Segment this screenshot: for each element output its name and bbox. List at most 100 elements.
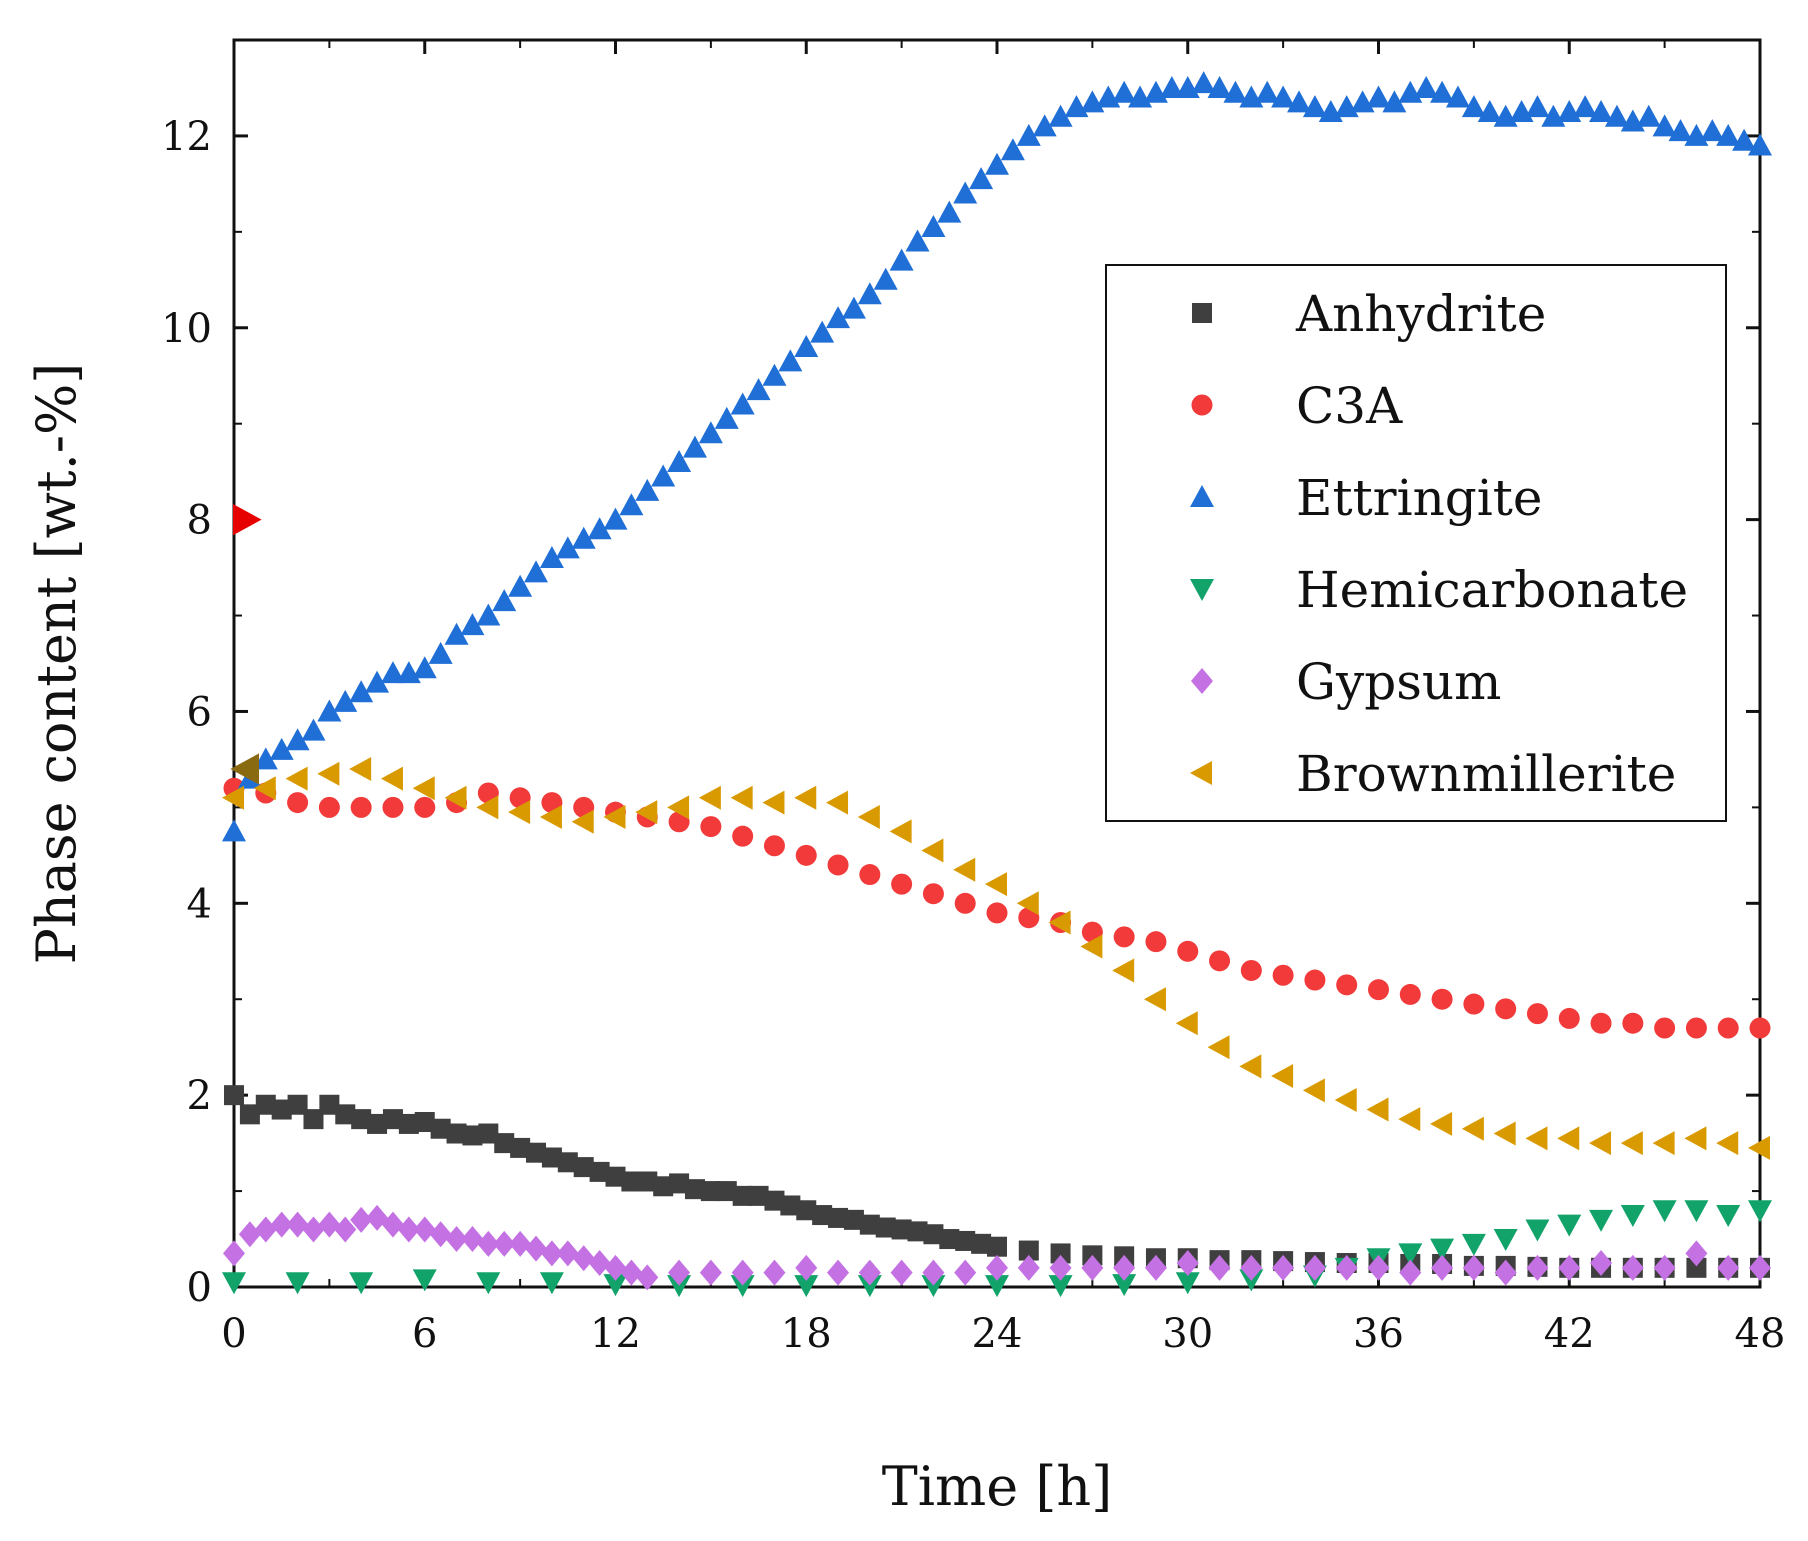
data-point (921, 838, 944, 863)
data-point (539, 804, 562, 829)
data-point (573, 1157, 594, 1178)
data-point (635, 800, 658, 825)
data-point (1175, 1272, 1200, 1295)
data-point (412, 776, 435, 801)
data-point (1017, 1254, 1040, 1281)
data-point (969, 167, 994, 190)
data-point (1684, 1126, 1707, 1151)
data-point (430, 1118, 451, 1139)
data-point (303, 1109, 324, 1130)
data-point (1716, 1131, 1739, 1156)
data-point (698, 421, 723, 444)
data-point (667, 795, 690, 820)
data-point (223, 1240, 245, 1267)
data-point (891, 873, 913, 895)
data-point (668, 1259, 691, 1286)
data-point (1431, 1254, 1454, 1281)
data-point (1176, 1250, 1199, 1277)
data-point (429, 1221, 452, 1248)
data-point (827, 1259, 850, 1286)
data-point (1462, 1254, 1485, 1281)
data-point (730, 785, 753, 810)
data-point (255, 1094, 276, 1115)
data-point (1271, 85, 1296, 108)
data-point (1032, 114, 1057, 137)
data-point (318, 1211, 341, 1238)
data-point (1620, 1205, 1645, 1228)
data-point (492, 589, 517, 612)
data-point (1430, 80, 1455, 103)
data-point (1477, 99, 1502, 122)
data-point (540, 1240, 563, 1267)
data-point (953, 181, 978, 204)
data-point (444, 622, 469, 645)
data-point (1287, 90, 1312, 113)
data-point (1558, 1007, 1580, 1029)
data-point (985, 1275, 1009, 1298)
data-point (1207, 1035, 1230, 1060)
data-point (398, 1113, 419, 1134)
legend: Anhydrite C3A Ettringite Hemicarbonate Gypsu… (1105, 264, 1727, 822)
y-tick-label: 6 (187, 689, 212, 735)
data-point (462, 1125, 483, 1146)
annotation-marker (233, 504, 262, 536)
data-point (1302, 1078, 1325, 1103)
data-point (382, 1109, 403, 1130)
data-point (539, 1272, 564, 1295)
data-point (1113, 1254, 1136, 1281)
data-point (826, 790, 849, 815)
data-point (732, 825, 754, 847)
data-point (1463, 993, 1485, 1015)
data-point (1255, 80, 1280, 103)
data-point (571, 526, 596, 549)
data-point (1177, 940, 1199, 962)
data-point (1144, 1254, 1167, 1281)
data-point (318, 796, 340, 818)
data-point (285, 728, 310, 751)
data-point (254, 1216, 277, 1243)
data-point (317, 699, 342, 722)
data-point (1336, 974, 1358, 996)
legend-label: Ettringite (1296, 469, 1542, 527)
data-point (494, 1133, 515, 1154)
data-point (269, 737, 294, 760)
data-point (334, 1216, 357, 1243)
data-point (1686, 1257, 1707, 1278)
data-point (954, 1259, 977, 1286)
data-point (286, 1211, 309, 1238)
data-point (1668, 119, 1693, 142)
data-point (239, 1104, 260, 1125)
data-point (1000, 138, 1025, 161)
legend-item: Anhydrite (1192, 285, 1546, 343)
data-point (444, 785, 467, 810)
data-point (684, 1179, 705, 1200)
data-point (412, 1269, 437, 1292)
data-point (1112, 80, 1137, 103)
series-brownmillerite (222, 757, 1770, 1160)
data-point (859, 1214, 880, 1235)
data-point (539, 545, 564, 568)
data-point (1272, 964, 1294, 986)
data-point (380, 661, 405, 684)
data-point (730, 1275, 755, 1298)
data-point (1431, 988, 1453, 1010)
data-point (1367, 1254, 1390, 1281)
data-point (1653, 1254, 1676, 1281)
x-axis-title: Time [h] (882, 1455, 1113, 1518)
legend-marker (1191, 394, 1213, 416)
data-point (1573, 95, 1598, 118)
data-point (1430, 1111, 1453, 1136)
legend-label: Brownmillerite (1296, 745, 1676, 803)
data-point (1143, 987, 1166, 1012)
legend-item: Ettringite (1190, 469, 1542, 527)
data-point (1557, 1214, 1582, 1237)
data-point (857, 282, 882, 305)
data-point (1526, 1254, 1549, 1281)
data-point (795, 1254, 818, 1281)
data-point (889, 819, 912, 844)
data-point (810, 320, 835, 343)
data-point (1302, 95, 1327, 118)
data-point (1525, 95, 1550, 118)
legend-label: Hemicarbonate (1296, 561, 1688, 619)
x-tick-label: 36 (1353, 1311, 1404, 1357)
